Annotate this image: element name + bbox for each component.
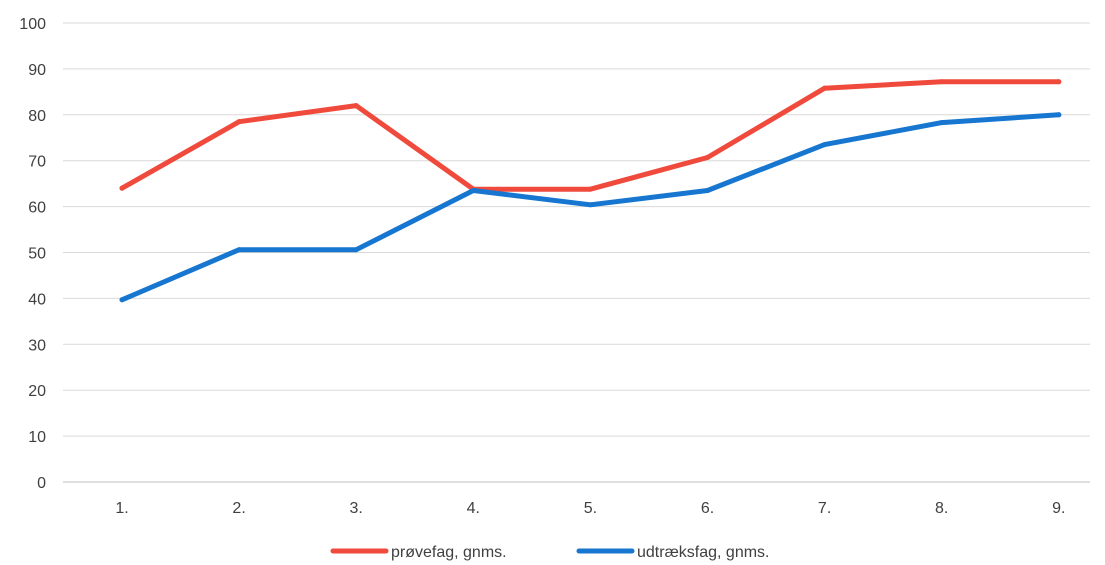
y-tick-label: 0	[37, 475, 46, 492]
y-tick-label: 30	[28, 337, 46, 354]
series-line-2	[119, 112, 1062, 303]
x-tick-label: 2.	[232, 500, 245, 517]
y-tick-label: 70	[28, 154, 46, 171]
data-point	[236, 119, 242, 125]
legend: prøvefag, gnms. udtræksfag, gnms.	[330, 544, 770, 561]
y-tick-label: 60	[28, 200, 46, 217]
legend-label: prøvefag, gnms.	[391, 544, 507, 561]
y-tick-label: 20	[28, 383, 46, 400]
x-tick-label: 4.	[467, 500, 480, 517]
y-tick-label: 40	[28, 291, 46, 308]
data-point	[1056, 79, 1062, 85]
legend-label: udtræksfag, gnms.	[637, 544, 770, 561]
data-point	[470, 188, 476, 194]
x-tick-label: 9.	[1052, 500, 1065, 517]
gridlines	[63, 22, 1090, 483]
series-lines	[119, 79, 1062, 303]
y-tick-label: 50	[28, 246, 46, 263]
data-point	[822, 142, 828, 148]
data-point	[939, 120, 945, 126]
data-point	[236, 247, 242, 253]
data-point	[1056, 112, 1062, 118]
y-tick-label: 80	[28, 108, 46, 125]
x-axis-tick-labels: 1. 2. 3. 4. 5. 6. 7. 8. 9.	[115, 500, 1065, 517]
data-point	[939, 79, 945, 85]
data-point	[705, 188, 710, 194]
y-tick-label: 10	[28, 429, 46, 446]
x-tick-label: 6.	[701, 500, 714, 517]
data-point	[119, 185, 125, 191]
data-point	[353, 103, 359, 109]
series-line-1	[119, 79, 1062, 192]
data-point	[587, 186, 593, 192]
x-tick-label: 5.	[584, 500, 597, 517]
data-point	[119, 297, 125, 303]
y-tick-label: 100	[19, 16, 46, 33]
y-axis-tick-labels: 0 10 20 30 40 50 60 70 80 90 100	[19, 16, 46, 492]
x-tick-label: 1.	[115, 500, 128, 517]
y-tick-label: 90	[28, 62, 46, 79]
x-tick-label: 3.	[350, 500, 363, 517]
data-point	[705, 154, 710, 160]
data-point	[587, 202, 593, 208]
x-tick-label: 8.	[935, 500, 948, 517]
data-point	[822, 85, 828, 91]
x-tick-label: 7.	[818, 500, 831, 517]
data-point	[353, 247, 359, 253]
